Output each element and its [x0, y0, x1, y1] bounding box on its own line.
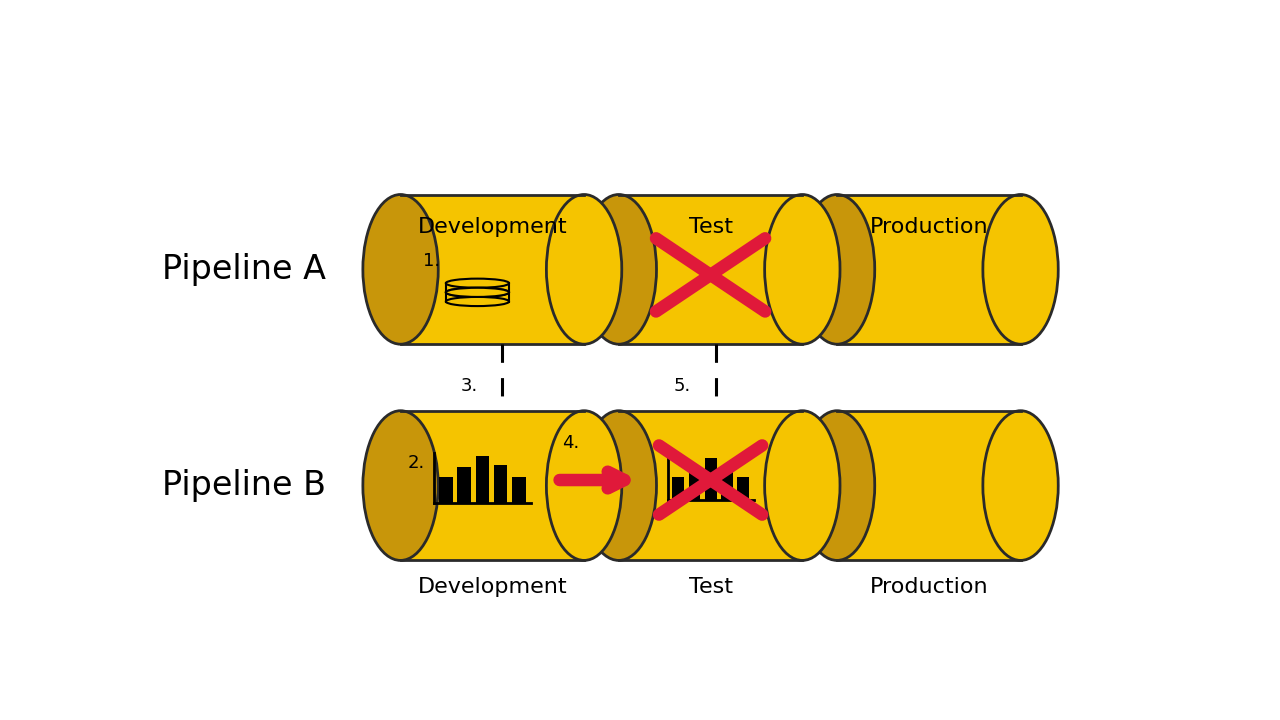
Polygon shape: [445, 292, 509, 302]
Polygon shape: [445, 283, 509, 292]
Text: 1.: 1.: [422, 252, 440, 270]
Polygon shape: [618, 410, 803, 560]
Ellipse shape: [445, 297, 509, 306]
Polygon shape: [401, 194, 584, 344]
Polygon shape: [512, 477, 526, 503]
Polygon shape: [439, 477, 453, 503]
Polygon shape: [476, 456, 489, 503]
Ellipse shape: [764, 410, 840, 560]
Ellipse shape: [362, 194, 438, 344]
Polygon shape: [401, 410, 584, 560]
Text: 5.: 5.: [673, 377, 691, 395]
Polygon shape: [704, 459, 717, 500]
Polygon shape: [457, 467, 471, 503]
Text: Pipeline B: Pipeline B: [163, 469, 326, 502]
Ellipse shape: [547, 410, 622, 560]
Ellipse shape: [764, 194, 840, 344]
Ellipse shape: [362, 410, 438, 560]
Polygon shape: [672, 477, 685, 500]
Polygon shape: [837, 194, 1020, 344]
Text: Pipeline A: Pipeline A: [163, 253, 326, 286]
Ellipse shape: [799, 194, 874, 344]
Ellipse shape: [581, 410, 657, 560]
Polygon shape: [618, 194, 803, 344]
Text: 2.: 2.: [408, 454, 425, 472]
Polygon shape: [494, 465, 507, 503]
Ellipse shape: [799, 410, 874, 560]
Text: Test: Test: [689, 217, 732, 237]
Ellipse shape: [547, 194, 622, 344]
Ellipse shape: [445, 279, 509, 288]
Ellipse shape: [983, 410, 1059, 560]
Text: Production: Production: [869, 217, 988, 237]
Polygon shape: [689, 469, 700, 500]
Ellipse shape: [983, 194, 1059, 344]
Text: Development: Development: [417, 577, 567, 597]
Text: 4.: 4.: [562, 434, 579, 452]
Ellipse shape: [581, 194, 657, 344]
Text: Development: Development: [417, 217, 567, 237]
Text: Test: Test: [689, 577, 732, 597]
Polygon shape: [737, 477, 749, 500]
Ellipse shape: [445, 288, 509, 297]
Text: 3.: 3.: [461, 377, 477, 395]
Polygon shape: [837, 410, 1020, 560]
Text: Production: Production: [869, 577, 988, 597]
Polygon shape: [721, 467, 732, 500]
Ellipse shape: [445, 288, 509, 297]
